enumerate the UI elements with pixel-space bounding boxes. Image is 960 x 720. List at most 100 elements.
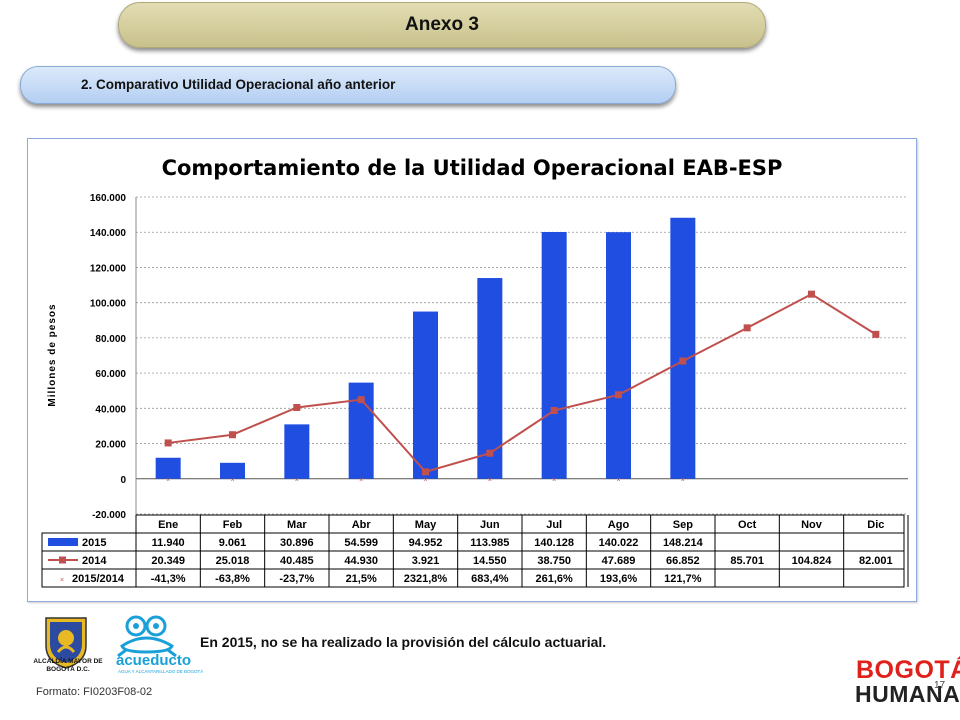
ratio-marker: × [488, 477, 492, 484]
ratio-marker: × [681, 477, 685, 484]
x-category-label: Ene [158, 519, 178, 531]
x-category-label: Jul [546, 519, 562, 531]
legend-label-2014: 2014 [82, 555, 107, 567]
y-tick-label: 140.000 [90, 228, 127, 239]
x-category-label: Abr [352, 519, 372, 531]
table-cell-value: -41,3% [151, 573, 186, 585]
point-2014 [615, 391, 622, 399]
table-cell-value: 54.599 [344, 537, 378, 549]
alcaldia-label: ALCALDÍA MAYOR DE BOGOTÁ D.C. [33, 658, 103, 673]
point-2014 [808, 290, 815, 298]
legend-label-2015: 2015 [82, 537, 106, 549]
legend-key-2014-marker [59, 556, 66, 564]
y-tick-label: -20.000 [92, 510, 126, 521]
ratio-marker: × [166, 477, 170, 484]
table-cell-value: 94.952 [409, 537, 443, 549]
table-cell-value: 40.485 [280, 555, 314, 567]
x-category-label: Nov [801, 519, 823, 531]
x-category-label: Jun [480, 519, 500, 531]
point-2014 [357, 396, 365, 404]
y-tick-label: 100.000 [90, 299, 127, 310]
footnote: En 2015, no se ha realizado la provisión… [200, 634, 607, 650]
table-cell-value: 2321,8% [404, 573, 448, 585]
table-cell-value: 140.128 [534, 537, 574, 549]
table-cell-value: -23,7% [279, 573, 314, 585]
table-cell-value: -63,8% [215, 573, 250, 585]
acueducto-frog-logo [117, 615, 177, 658]
utilidad-operacional-chart: Comportamiento de la Utilidad Operaciona… [41, 156, 909, 588]
chart-title: Comportamiento de la Utilidad Operaciona… [162, 156, 783, 180]
table-cell-value: 47.689 [602, 555, 636, 567]
chart-panel: Comportamiento de la Utilidad Operaciona… [27, 138, 917, 602]
annex-title-text: Anexo 3 [405, 14, 479, 35]
point-2014 [679, 357, 687, 365]
point-2014 [229, 431, 236, 439]
table-cell-value: 66.852 [666, 555, 700, 567]
ratio-marker: × [552, 477, 556, 484]
table-cell-value: 113.985 [470, 537, 509, 549]
table-cell-value: 104.824 [792, 555, 833, 567]
y-tick-label: 60.000 [95, 369, 126, 380]
bar-2015 [477, 278, 503, 479]
ratio-marker: × [423, 477, 427, 484]
y-tick-label: 0 [120, 475, 126, 486]
point-2014 [164, 439, 172, 447]
x-category-label: Mar [287, 519, 307, 531]
point-2014 [872, 330, 880, 338]
table-cell-value: 121,7% [664, 573, 702, 585]
ratio-marker: × [295, 477, 299, 484]
bar-2015 [413, 311, 438, 479]
y-tick-label: 20.000 [95, 440, 126, 451]
point-2014 [743, 324, 751, 332]
y-tick-label: 80.000 [95, 334, 126, 345]
bar-2015 [155, 457, 181, 479]
table-cell-value: 85.701 [730, 555, 764, 567]
bar-2015 [541, 231, 567, 479]
table-cell-value: 3.921 [412, 555, 440, 567]
acueducto-label: acueducto [116, 652, 192, 669]
x-category-label: Oct [738, 519, 757, 531]
ratio-marker: × [616, 477, 620, 484]
y-axis-label: Millones de pesos [47, 303, 58, 406]
ratio-marker: × [230, 477, 234, 484]
table-cell-value: 193,6% [600, 573, 638, 585]
bar-2015 [670, 217, 696, 479]
table-cell-value: 11.940 [152, 537, 185, 549]
table-cell-value: 261,6% [536, 573, 574, 585]
ratio-marker: × [359, 477, 363, 484]
table-cell-value: 9.061 [219, 537, 247, 549]
table-cell-value: 683,4% [471, 573, 509, 585]
humana-brand: HUMANA [855, 681, 960, 707]
annex-title: Anexo 3 [118, 2, 766, 48]
y-tick-label: 120.000 [90, 263, 127, 274]
x-category-label: Dic [867, 519, 884, 531]
legend-key-2015 [48, 538, 78, 546]
section-subtitle-text: 2. Comparativo Utilidad Operacional año … [81, 77, 396, 92]
table-cell-value: 148.214 [663, 537, 704, 549]
y-tick-label: 40.000 [95, 404, 126, 415]
x-category-label: Sep [673, 519, 693, 531]
bar-2015 [284, 424, 310, 479]
format-code: Formato: FI0203F08-02 [36, 686, 153, 698]
table-cell-value: 44.930 [344, 555, 378, 567]
point-2014 [550, 407, 558, 415]
alcaldia-shield-logo [45, 617, 87, 669]
point-2014 [293, 403, 301, 411]
line-2014 [168, 293, 877, 474]
bar-2015 [220, 462, 245, 479]
acueducto-sublabel: AGUA Y ALCANTARILLADO DE BOGOTÁ [118, 669, 204, 674]
table-cell-value: 140.022 [599, 537, 639, 549]
bar-2015 [606, 232, 631, 479]
table-cell-value: 14.550 [473, 555, 507, 567]
y-tick-label: 160.000 [90, 193, 127, 204]
table-cell-value: 21,5% [346, 573, 377, 585]
x-category-label: Feb [223, 519, 243, 531]
section-subtitle: 2. Comparativo Utilidad Operacional año … [20, 66, 676, 104]
legend-label-ratio: 2015/2014 [72, 573, 125, 585]
header-row-border [135, 514, 905, 534]
bogota-brand: BOGOTÁ [856, 656, 960, 684]
table-cell-value: 82.001 [859, 555, 893, 567]
table-cell-value: 38.750 [537, 555, 571, 567]
table-cell-value: 30.896 [280, 537, 314, 549]
table-cell-value: 20.349 [151, 555, 185, 567]
